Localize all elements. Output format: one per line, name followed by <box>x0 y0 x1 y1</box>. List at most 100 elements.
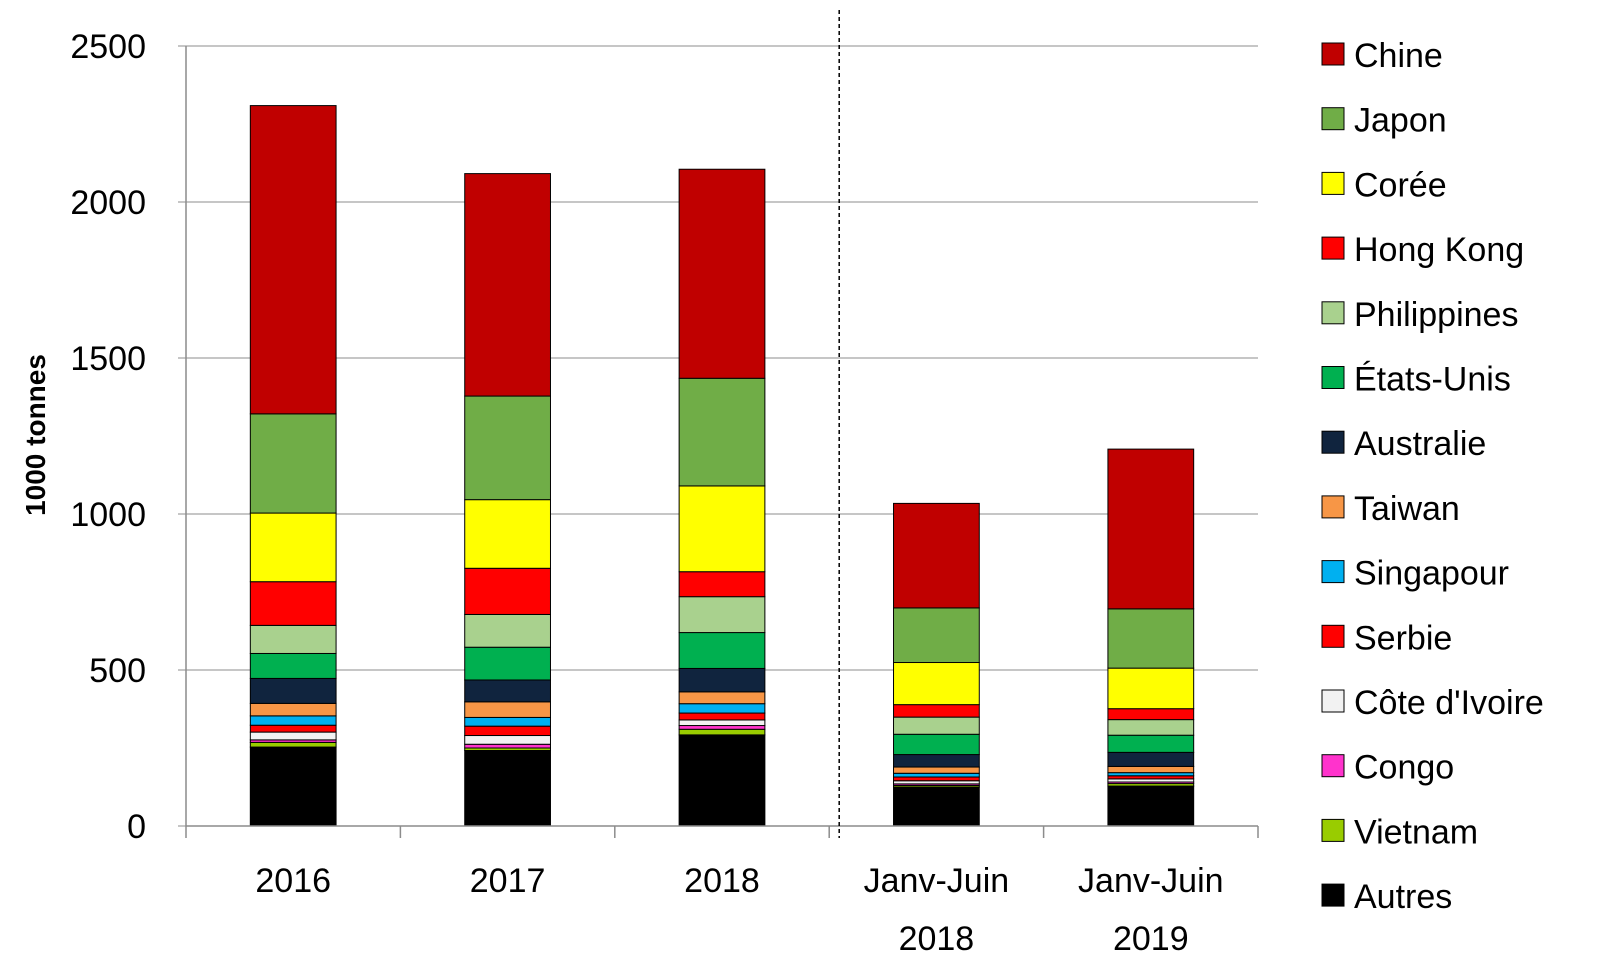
x-tick-label: Janv-Juin <box>1078 862 1224 900</box>
bar-segment <box>249 677 337 704</box>
legend-swatch <box>1321 560 1345 584</box>
x-tick-label: 2018 <box>684 862 760 900</box>
bar-segment <box>249 512 337 583</box>
legend-item: Australie <box>1321 425 1486 463</box>
bar-segment <box>678 703 766 714</box>
bar-segment <box>1107 448 1195 610</box>
legend-swatch <box>1321 430 1345 454</box>
bar-segment <box>678 485 766 573</box>
bar-segment <box>678 712 766 721</box>
bar-segment <box>678 377 766 487</box>
bar-segment <box>249 581 337 626</box>
legend-label: Côte d'Ivoire <box>1354 684 1544 722</box>
bar-segment <box>249 702 337 717</box>
bar-segment <box>464 725 551 737</box>
legend-swatch <box>1321 366 1345 389</box>
bar-segment <box>1107 608 1195 669</box>
bar-segment <box>893 502 980 609</box>
y-axis-tick-labels: 0 500 1000 1500 2000 2500 <box>70 28 186 846</box>
legend-swatch <box>1321 107 1345 131</box>
legend-item: Serbie <box>1321 619 1452 657</box>
x-axis-category-labels: 2016 2017 2018 Janv-Juin 2018 Janv-Juin 2019 <box>255 862 1223 958</box>
y-tick-label: 1000 <box>70 496 146 534</box>
bar-segment <box>464 567 551 615</box>
y-tick-label: 500 <box>89 652 146 690</box>
legend-item: Hong Kong <box>1321 231 1524 269</box>
legend-swatch <box>1321 171 1345 195</box>
bar-segment <box>464 749 551 827</box>
legend-label: Corée <box>1354 166 1447 204</box>
bar-segment <box>678 728 766 736</box>
bar-segment <box>464 679 551 703</box>
legend-label: Autres <box>1354 878 1452 916</box>
legend-swatch <box>1321 754 1345 778</box>
legend-item: Chine <box>1321 37 1443 75</box>
bar-segment <box>464 613 551 648</box>
legend-swatch <box>1321 236 1345 260</box>
bar-segment <box>1107 667 1195 710</box>
axes <box>185 10 1259 838</box>
bar-segment <box>893 754 980 768</box>
x-tick-label: Janv-Juin <box>864 862 1010 900</box>
legend-label: Vietnam <box>1354 813 1478 851</box>
bar-segment <box>249 715 337 726</box>
bar-segment <box>893 766 980 774</box>
bar-segment <box>678 691 766 705</box>
legend-swatch <box>1321 689 1345 713</box>
legend-item: Congo <box>1321 749 1454 787</box>
bar-segment <box>893 662 980 706</box>
legend-label: Hong Kong <box>1354 231 1524 269</box>
legend-swatch <box>1321 42 1345 66</box>
bar-segment <box>893 776 980 782</box>
bar-segment <box>1107 734 1195 753</box>
legend-swatch <box>1321 301 1345 325</box>
legend-item: Corée <box>1321 166 1447 204</box>
legend: Chine Japon Corée Hong Kong Philippines États… <box>1321 37 1544 916</box>
bar-segment <box>464 646 551 681</box>
legend-label: Australie <box>1354 425 1486 463</box>
x-tick-label: 2016 <box>255 862 331 900</box>
bar-segment <box>464 701 551 718</box>
y-tick-label: 2000 <box>70 184 146 222</box>
y-tick-label: 0 <box>127 808 146 846</box>
bar-segment <box>464 743 551 749</box>
bar-segment <box>678 168 766 379</box>
bar-segment <box>1107 719 1195 736</box>
bar-segment <box>893 733 980 756</box>
bar-segment <box>1107 765 1195 774</box>
bar-segment <box>249 731 337 741</box>
bar-segment <box>893 704 980 718</box>
bars <box>249 105 1195 827</box>
bar-segment <box>678 719 766 727</box>
bar-segment <box>893 786 980 827</box>
bar-segment <box>1107 708 1195 721</box>
bar-segment <box>678 725 766 730</box>
y-axis-title: 1000 tonnes <box>20 354 51 516</box>
bar-segment <box>249 741 337 748</box>
bar-segment <box>678 571 766 598</box>
legend-swatch <box>1321 883 1345 907</box>
bar-segment <box>249 746 337 827</box>
bar-segment <box>1107 751 1195 767</box>
y-tick-label: 1500 <box>70 340 146 378</box>
bar-segment <box>464 173 551 397</box>
bar-segment <box>249 652 337 679</box>
bar-segment <box>893 716 980 735</box>
bar-segment <box>464 735 551 745</box>
bar-segment <box>1107 785 1195 827</box>
legend-item: États-Unis <box>1321 361 1511 399</box>
bar-segment <box>678 667 766 693</box>
legend-item: Autres <box>1321 878 1452 916</box>
legend-label: Chine <box>1354 37 1443 75</box>
legend-label: Japon <box>1354 102 1447 140</box>
legend-item: Taiwan <box>1321 490 1460 528</box>
legend-label: Serbie <box>1354 619 1452 657</box>
bar-segment <box>893 607 980 664</box>
bar-segment <box>249 413 337 514</box>
x-tick-label: 2018 <box>899 920 975 958</box>
legend-item: Singapour <box>1321 555 1509 593</box>
legend-item: Vietnam <box>1321 813 1478 851</box>
legend-label: États-Unis <box>1354 361 1511 399</box>
legend-swatch <box>1321 495 1345 519</box>
